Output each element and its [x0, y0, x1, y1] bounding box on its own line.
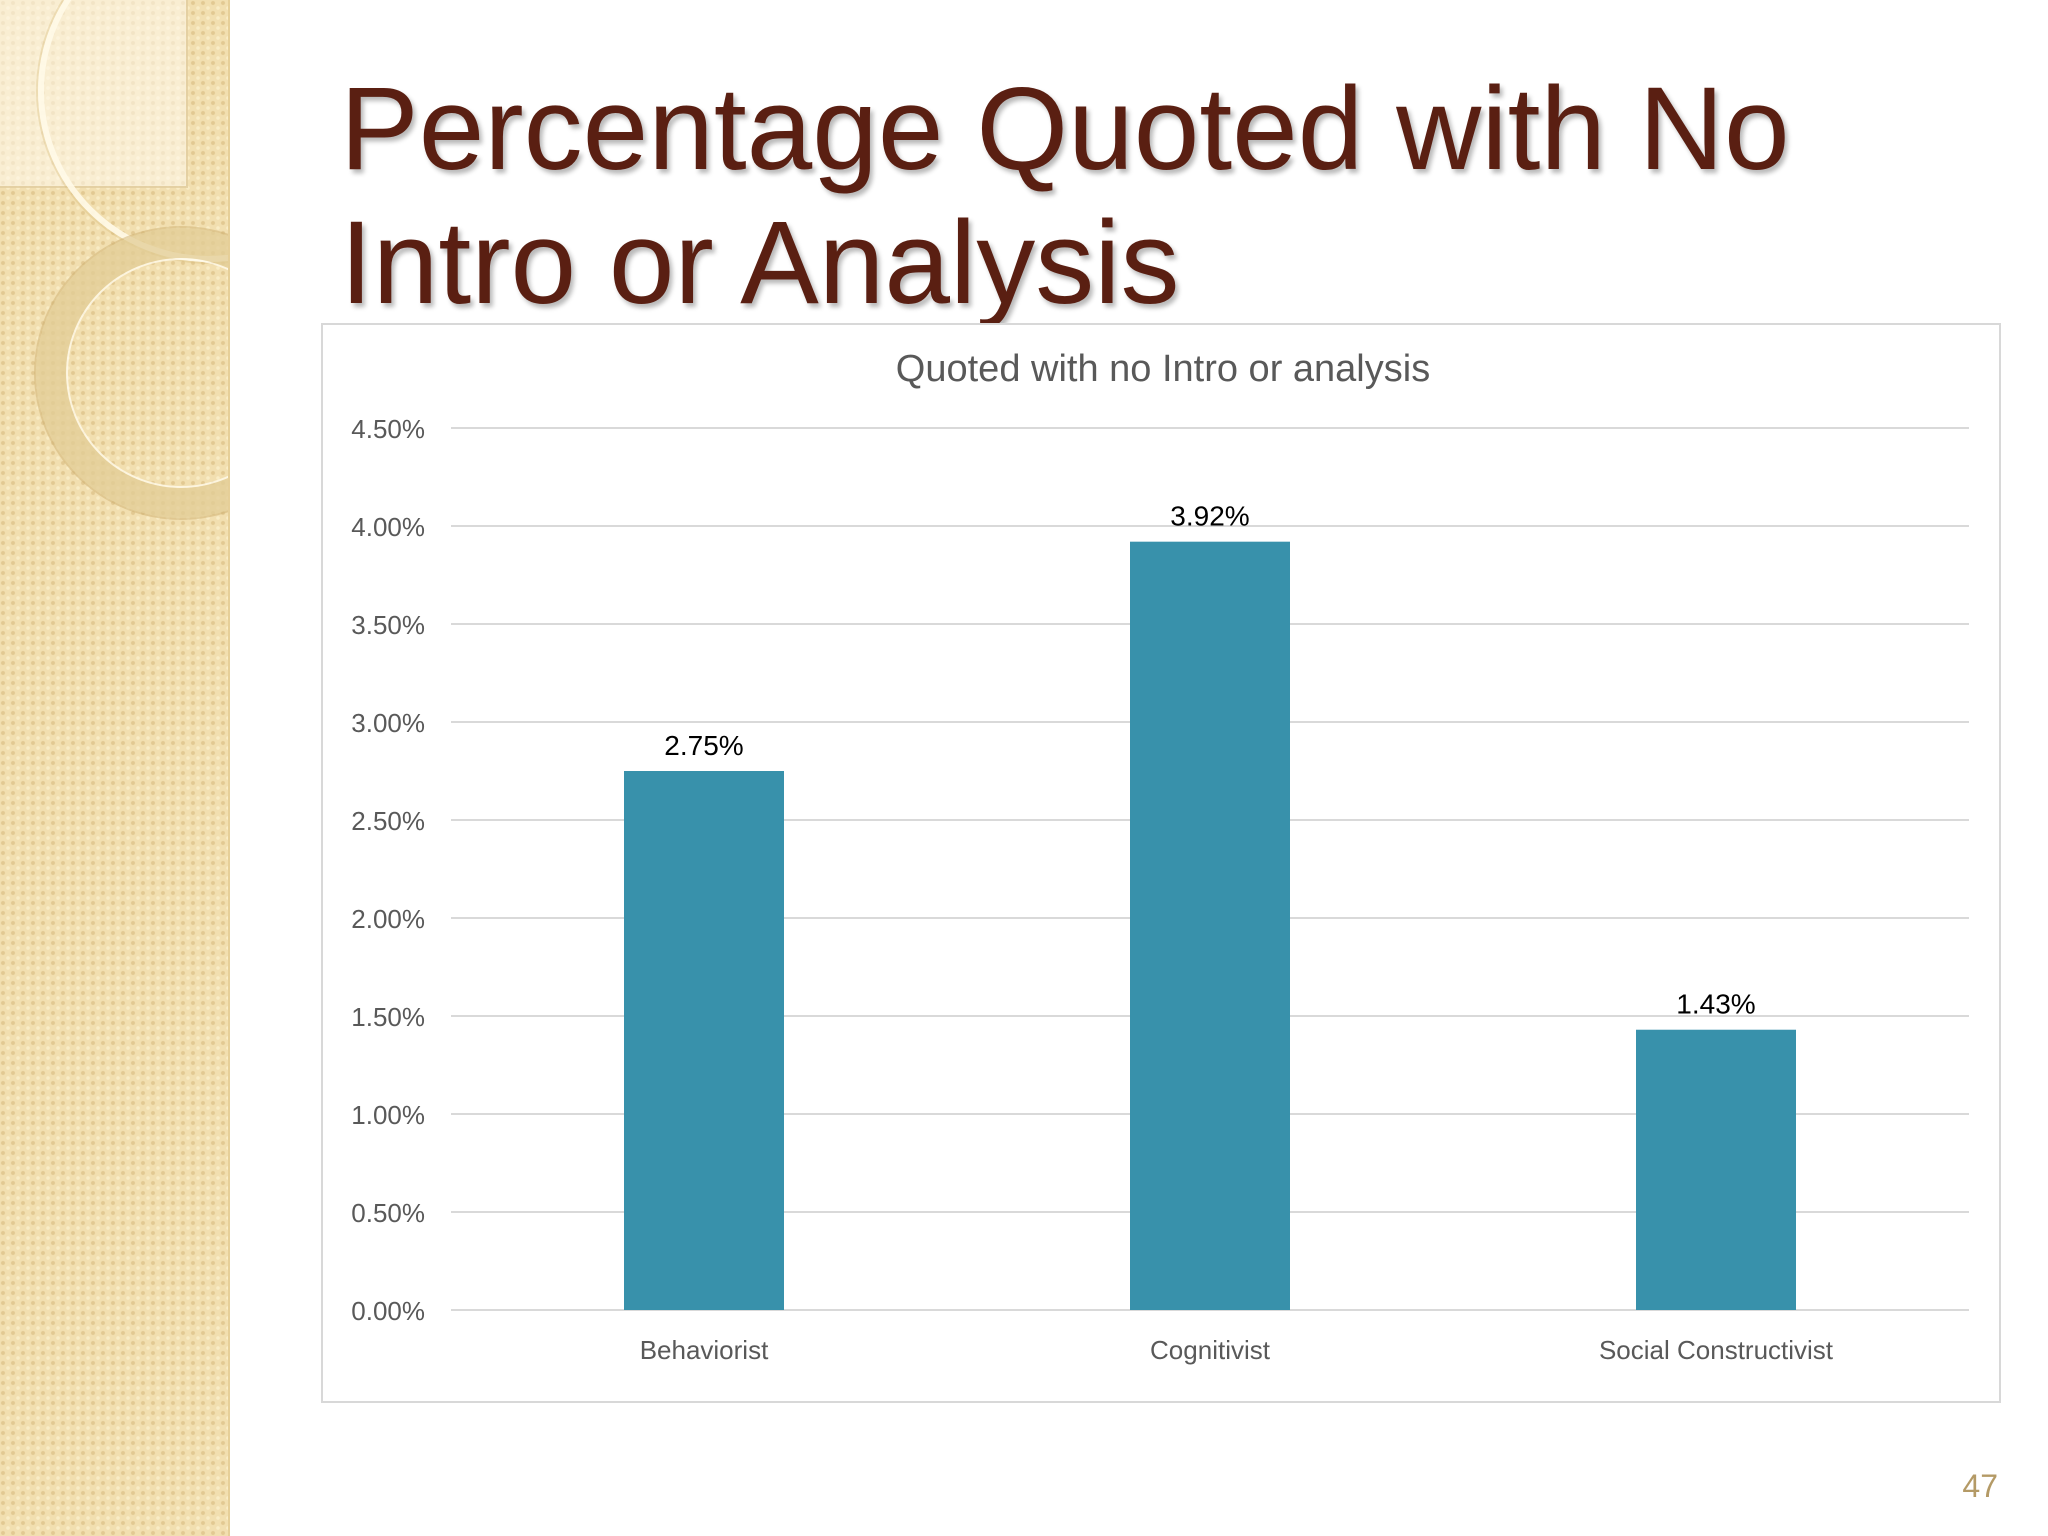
decorative-sidebar	[0, 0, 230, 1536]
decorative-ring-small	[36, 228, 228, 518]
data-label: 3.92%	[1170, 501, 1249, 532]
bar	[624, 771, 784, 1310]
bar	[1636, 1029, 1796, 1310]
chart-title: Quoted with no Intro or analysis	[896, 348, 1430, 390]
y-tick-label: 1.50%	[351, 1002, 425, 1032]
x-tick-label: Social Constructivist	[1599, 1335, 1834, 1365]
slide-title: Percentage Quoted with No Intro or Analy…	[340, 63, 1790, 329]
bar-chart: Quoted with no Intro or analysis 0.00% 0.…	[351, 348, 1969, 1365]
bar	[1130, 541, 1290, 1310]
y-tick-label: 0.00%	[351, 1296, 425, 1326]
data-label: 2.75%	[664, 730, 743, 761]
y-tick-label: 2.00%	[351, 904, 425, 934]
y-tick-label: 1.00%	[351, 1100, 425, 1130]
y-tick-label: 4.50%	[351, 414, 425, 444]
y-tick-label: 3.50%	[351, 610, 425, 640]
y-tick-label: 3.00%	[351, 708, 425, 738]
y-tick-label: 0.50%	[351, 1198, 425, 1228]
data-label: 1.43%	[1676, 989, 1755, 1020]
x-tick-label: Behaviorist	[640, 1335, 769, 1365]
y-tick-label: 4.00%	[351, 512, 425, 542]
page-number: 47	[1962, 1468, 1998, 1504]
decorative-ring-large	[38, 0, 228, 262]
x-tick-label: Cognitivist	[1150, 1335, 1271, 1365]
chart-container: Quoted with no Intro or analysis 0.00% 0.…	[321, 323, 2001, 1403]
y-tick-label: 2.50%	[351, 806, 425, 836]
